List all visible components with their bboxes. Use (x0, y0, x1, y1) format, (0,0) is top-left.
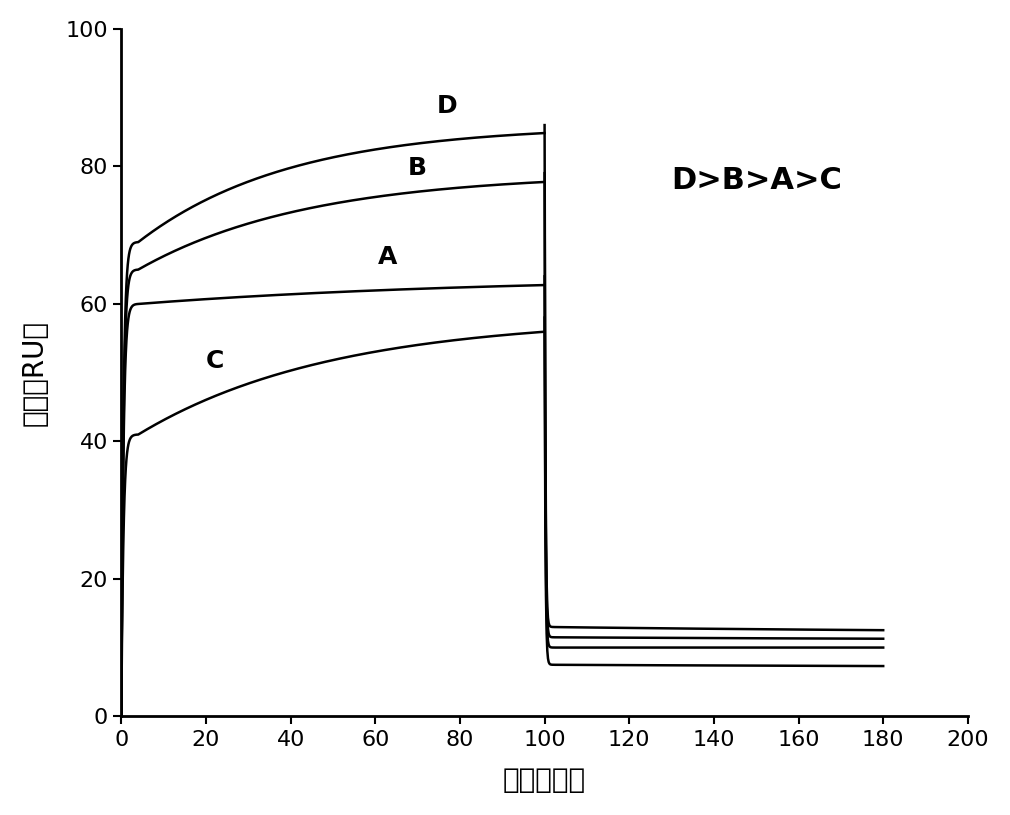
Text: D: D (437, 95, 458, 118)
X-axis label: 时间（秒）: 时间（秒） (503, 766, 586, 794)
Y-axis label: 反应（RU）: 反应（RU） (21, 319, 48, 425)
Text: C: C (205, 349, 223, 372)
Text: D>B>A>C: D>B>A>C (671, 165, 841, 195)
Text: A: A (379, 245, 398, 270)
Text: B: B (408, 156, 427, 180)
